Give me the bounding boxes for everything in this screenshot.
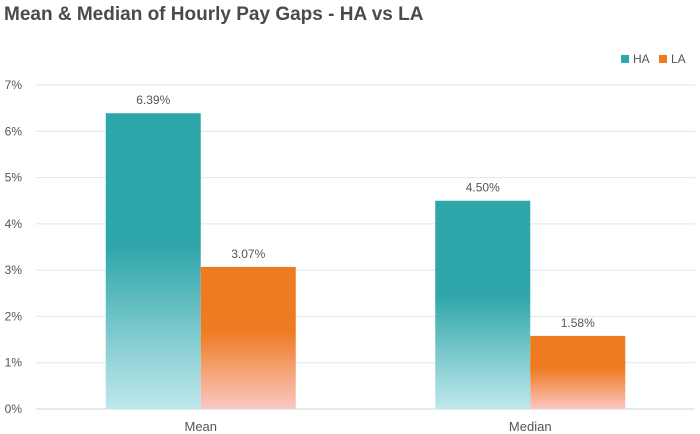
x-category-label: Mean xyxy=(184,419,217,434)
y-tick-label: 7% xyxy=(5,78,23,92)
y-tick-label: 0% xyxy=(5,402,23,416)
data-label: 6.39% xyxy=(136,93,170,107)
data-label: 1.58% xyxy=(561,316,595,330)
legend-label: HA xyxy=(633,52,650,66)
bar xyxy=(105,113,201,409)
bar xyxy=(530,335,626,409)
y-tick-label: 6% xyxy=(5,124,23,138)
data-label: 4.50% xyxy=(466,181,500,195)
data-label: 3.07% xyxy=(231,247,265,261)
y-tick-label: 5% xyxy=(5,171,23,185)
bar xyxy=(435,200,531,409)
legend-swatch xyxy=(621,55,629,63)
chart-title: Mean & Median of Hourly Pay Gaps - HA vs… xyxy=(4,4,424,25)
x-category-label: Median xyxy=(509,419,552,434)
legend-swatch xyxy=(659,55,667,63)
y-tick-label: 1% xyxy=(5,356,23,370)
y-tick-label: 3% xyxy=(5,263,23,277)
legend-label: LA xyxy=(671,52,686,66)
bar xyxy=(200,266,296,409)
y-tick-label: 2% xyxy=(5,309,23,323)
y-tick-label: 4% xyxy=(5,217,23,231)
